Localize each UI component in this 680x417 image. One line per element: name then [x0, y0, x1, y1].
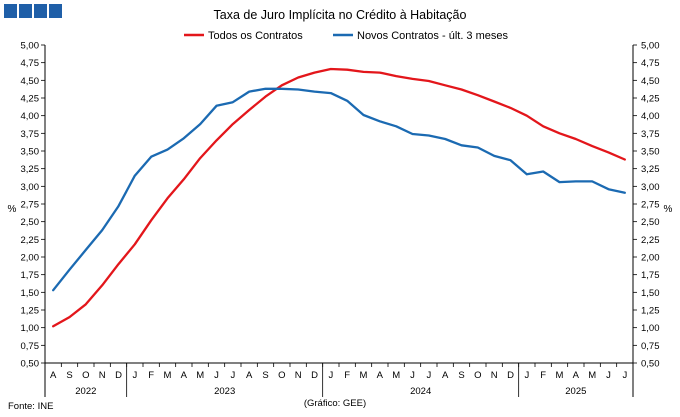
- x-tick-label: N: [99, 370, 106, 381]
- x-tick-label: D: [311, 370, 318, 381]
- year-label: 2022: [75, 386, 96, 397]
- y-tick-label-right: 3,75: [641, 129, 660, 140]
- x-tick-label: A: [246, 370, 253, 381]
- logo-block: [34, 4, 47, 18]
- x-tick-label: J: [622, 370, 627, 381]
- x-tick-label: A: [442, 370, 449, 381]
- y-axis-right-label: %: [664, 204, 673, 215]
- y-tick-label-left: 3,75: [21, 129, 40, 140]
- y-tick-label-left: 2,50: [21, 217, 40, 228]
- y-tick-label-left: 3,25: [21, 164, 40, 175]
- y-tick-label-left: 1,00: [21, 323, 40, 334]
- x-tick-label: A: [573, 370, 580, 381]
- y-tick-label-right: 4,75: [641, 58, 660, 69]
- year-label: 2023: [214, 386, 235, 397]
- x-tick-label: S: [66, 370, 72, 381]
- y-tick-label-right: 4,00: [641, 111, 660, 122]
- chart-title: Taxa de Juro Implícita no Crédito à Habi…: [214, 8, 467, 22]
- y-tick-label-left: 2,25: [21, 235, 40, 246]
- logo-block: [49, 4, 62, 18]
- x-tick-label: N: [295, 370, 302, 381]
- year-label: 2025: [565, 386, 586, 397]
- x-tick-label: O: [278, 370, 285, 381]
- x-tick-label: J: [230, 370, 235, 381]
- x-tick-label: J: [426, 370, 431, 381]
- y-tick-label-right: 3,50: [641, 147, 660, 158]
- series-line-todos-os-contratos: [52, 67, 626, 328]
- y-axis-left-ticks: 0,50 0,75 1,00 1,25 1,50 1,75 2,00 2,25 2,50 2,75…: [21, 41, 45, 370]
- y-tick-label-left: 1,75: [21, 270, 40, 281]
- y-tick-label-right: 2,00: [641, 253, 660, 264]
- x-tick-label: F: [540, 370, 546, 381]
- y-tick-label-right: 3,25: [641, 164, 660, 175]
- y-tick-label-right: 1,00: [641, 323, 660, 334]
- y-tick-label-left: 4,00: [21, 111, 40, 122]
- y-tick-label-left: 2,00: [21, 253, 40, 264]
- credit-note: (Gráfico: GEE): [304, 398, 366, 409]
- x-tick-label: J: [524, 370, 529, 381]
- y-tick-label-right: 0,50: [641, 359, 660, 370]
- series-line-novos-contratos: [52, 87, 626, 292]
- x-tick-label: M: [360, 370, 368, 381]
- y-tick-label-right: 2,25: [641, 235, 660, 246]
- x-tick-label: O: [82, 370, 89, 381]
- y-tick-label-left: 4,75: [21, 58, 40, 69]
- y-tick-label-right: 1,50: [641, 288, 660, 299]
- y-tick-label-left: 4,50: [21, 76, 40, 87]
- y-tick-label-right: 4,50: [641, 76, 660, 87]
- x-tick-label: M: [588, 370, 596, 381]
- y-tick-label-right: 5,00: [641, 41, 660, 52]
- legend-label-todos: Todos os Contratos: [208, 30, 303, 42]
- x-tick-label: O: [474, 370, 481, 381]
- year-label: 2024: [410, 386, 431, 397]
- y-tick-label-left: 0,50: [21, 359, 40, 370]
- x-tick-label: J: [606, 370, 611, 381]
- y-tick-label-left: 5,00: [21, 41, 40, 52]
- brand-logo: [4, 4, 62, 18]
- logo-block: [19, 4, 32, 18]
- x-tick-label: A: [50, 370, 57, 381]
- x-tick-label: A: [377, 370, 384, 381]
- x-tick-label: N: [491, 370, 498, 381]
- y-tick-label-right: 0,75: [641, 341, 660, 352]
- x-tick-label: J: [328, 370, 333, 381]
- y-tick-label-left: 0,75: [21, 341, 40, 352]
- y-tick-label-left: 3,00: [21, 182, 40, 193]
- x-tick-label: D: [115, 370, 122, 381]
- y-tick-label-right: 2,75: [641, 200, 660, 211]
- y-tick-label-right: 3,00: [641, 182, 660, 193]
- x-tick-label: S: [262, 370, 268, 381]
- source-note: Fonte: INE: [8, 401, 53, 412]
- legend: Todos os Contratos Novos Contratos - últ…: [184, 30, 509, 42]
- y-axis-left-label: %: [8, 204, 17, 215]
- series-lines: [52, 67, 626, 328]
- y-tick-label-left: 3,50: [21, 147, 40, 158]
- x-axis-year-labels: 2022 2023 2024 2025: [75, 363, 586, 397]
- x-tick-label: D: [507, 370, 514, 381]
- y-tick-label-left: 4,25: [21, 94, 40, 105]
- x-tick-label: J: [132, 370, 137, 381]
- x-tick-label: J: [410, 370, 415, 381]
- y-tick-label-right: 4,25: [641, 94, 660, 105]
- y-tick-label-left: 1,25: [21, 306, 40, 317]
- y-tick-label-right: 2,50: [641, 217, 660, 228]
- x-tick-label: F: [148, 370, 154, 381]
- y-axis-right-ticks: 0,50 0,75 1,00 1,25 1,50 1,75 2,00 2,25 2,50 2,75…: [633, 41, 660, 370]
- y-tick-label-left: 1,50: [21, 288, 40, 299]
- legend-label-novos: Novos Contratos - últ. 3 meses: [357, 30, 509, 42]
- x-tick-label: M: [392, 370, 400, 381]
- x-tick-label: A: [181, 370, 188, 381]
- x-tick-label: J: [214, 370, 219, 381]
- y-tick-label-left: 2,75: [21, 200, 40, 211]
- x-tick-label: F: [344, 370, 350, 381]
- x-tick-label: S: [458, 370, 464, 381]
- y-tick-label-right: 1,25: [641, 306, 660, 317]
- y-tick-label-right: 1,75: [641, 270, 660, 281]
- logo-block: [4, 4, 17, 18]
- x-tick-label: M: [164, 370, 172, 381]
- x-tick-label: M: [556, 370, 564, 381]
- x-tick-label: M: [196, 370, 204, 381]
